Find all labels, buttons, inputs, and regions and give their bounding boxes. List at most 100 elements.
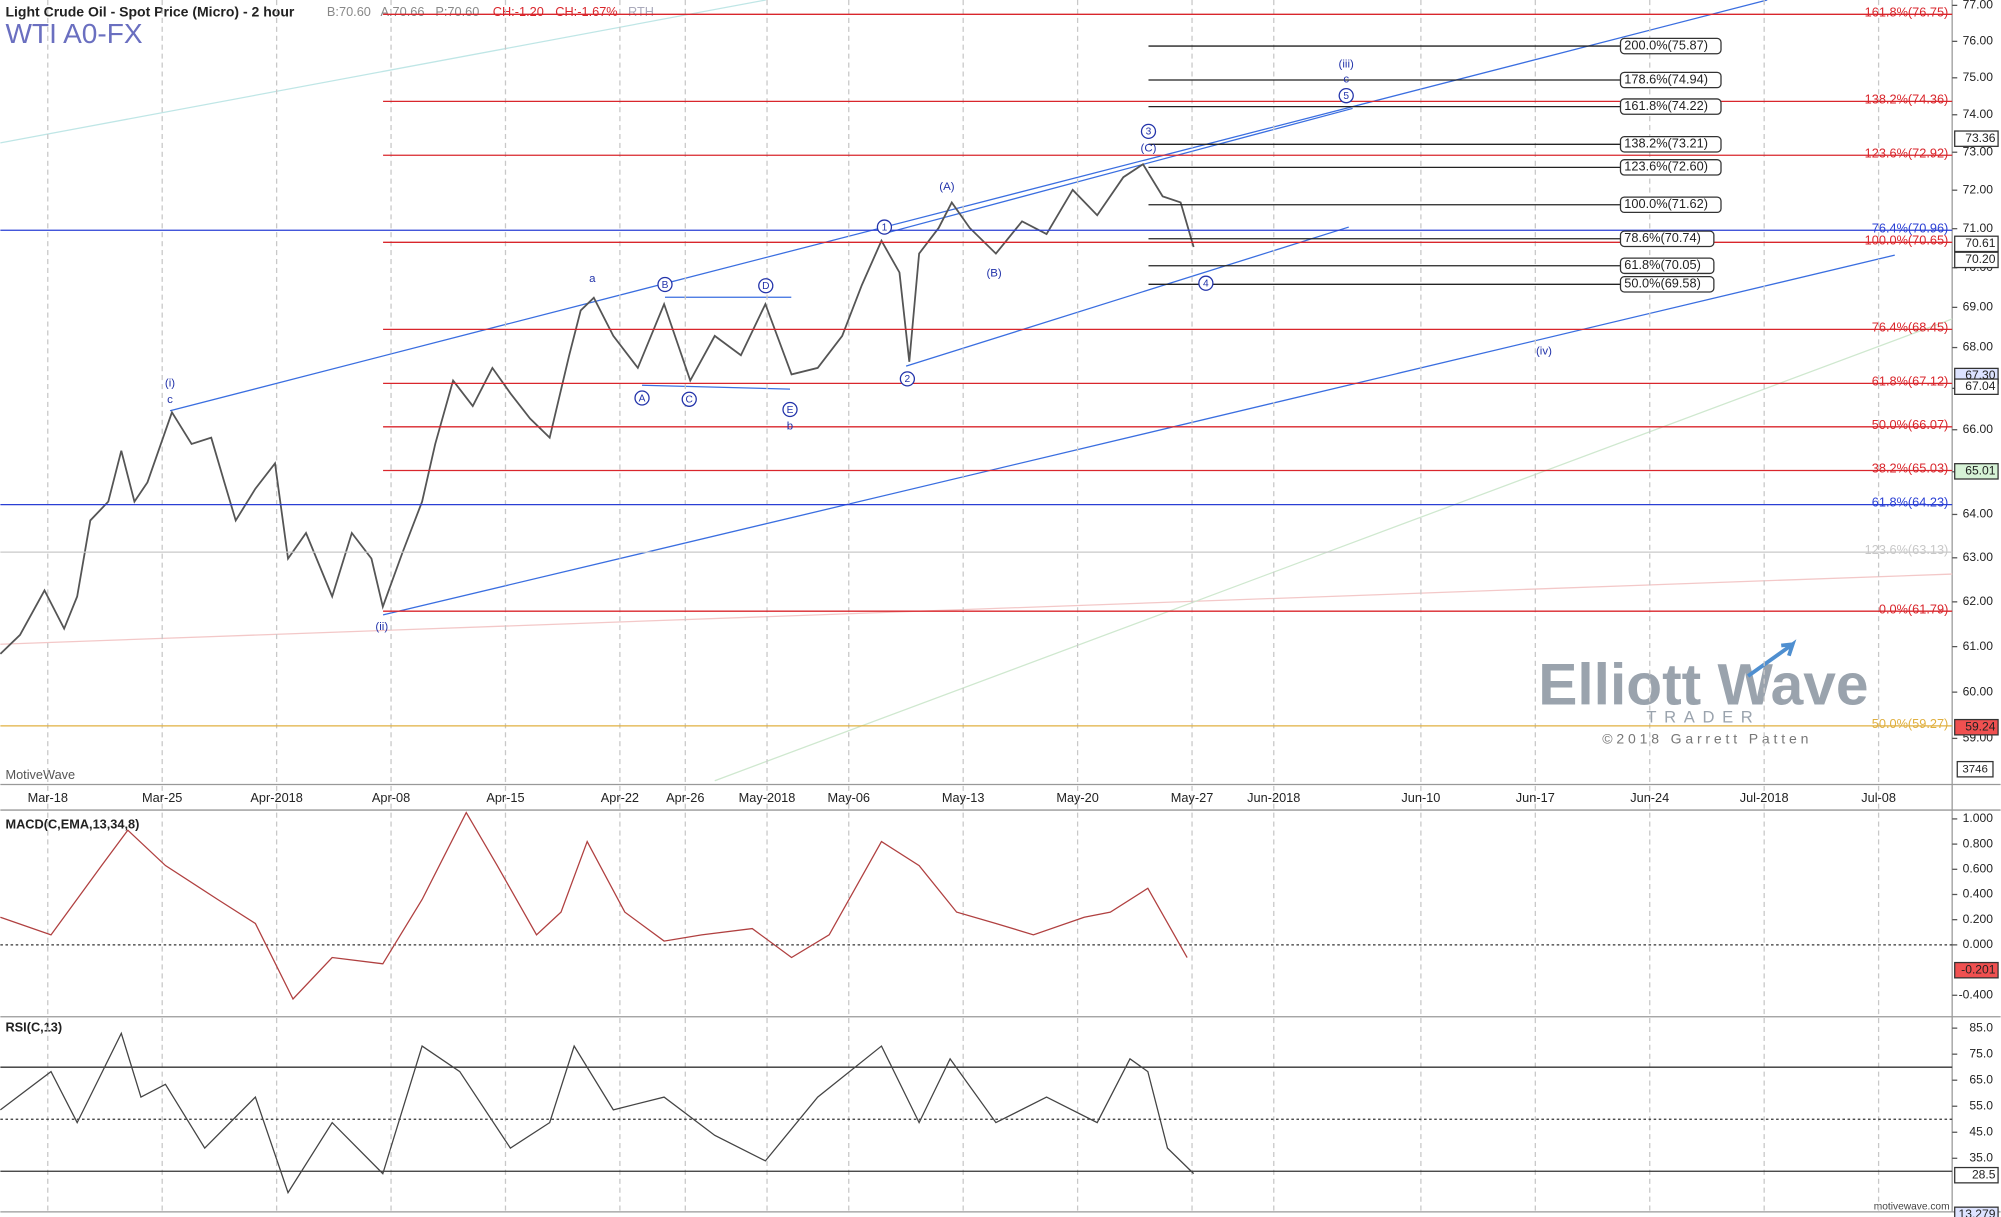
y-tick-label: 35.0 <box>1969 1150 1993 1164</box>
wave-label: c <box>1343 74 1349 86</box>
wave-circle <box>899 371 916 387</box>
fib-label: 0.0%(61.79) <box>1879 601 1948 616</box>
symbol: WTI A0-FX <box>5 18 142 49</box>
wave-label: (iv) <box>1536 345 1552 357</box>
logo-sub: TRADER <box>1646 708 1760 727</box>
wave-label: (i) <box>165 377 175 389</box>
wave-circle <box>758 278 774 294</box>
price-tag-label: 65.01 <box>1965 464 1996 478</box>
series-line <box>0 1031 1195 1195</box>
x-tick-label: Apr-2018 <box>250 790 302 805</box>
y-tick-label: 60.00 <box>1963 684 1994 698</box>
fib-label: 50.0%(66.07) <box>1872 417 1949 432</box>
y-tick-label: 73.00 <box>1963 144 1994 158</box>
x-tick-label: Jun-2018 <box>1247 790 1300 805</box>
y-tick-label: 55.0 <box>1969 1098 1993 1112</box>
wave-label: 4 <box>1203 279 1209 290</box>
logo: Elliott Wave <box>1538 652 1868 717</box>
trend-lines <box>0 0 1953 782</box>
fib-label: 61.8%(64.23) <box>1872 495 1949 510</box>
y-tick-label: 0.800 <box>1963 836 1994 850</box>
wave-label: E <box>787 405 794 416</box>
price-tag <box>1954 130 1999 147</box>
fib-label: 61.8%(67.12) <box>1872 374 1949 389</box>
price-tag <box>1954 235 1999 253</box>
fib-label-box <box>1619 230 1715 248</box>
fib-label-box <box>1619 136 1722 153</box>
wave-label: A <box>639 393 646 404</box>
x-tick-label: Jun-17 <box>1516 790 1555 805</box>
price-tag <box>1954 251 1999 269</box>
fib-label: 100.0%(70.65) <box>1865 232 1949 247</box>
y-tick-label: 62.00 <box>1963 594 1994 608</box>
site: motivewave.com <box>1874 1201 1950 1212</box>
wave-label: 1 <box>882 222 888 233</box>
y-tick-label: 75.00 <box>1963 70 1994 84</box>
y-tick-label: 63.00 <box>1963 550 1994 564</box>
quote-bid: B:70.60 <box>327 4 371 19</box>
y-tick-label: 72.00 <box>1963 182 1994 196</box>
fib-label-box <box>1619 98 1722 115</box>
wave-label: (A) <box>939 181 954 193</box>
x-tick-label: Apr-15 <box>486 790 524 805</box>
wave-label: 2 <box>905 374 911 385</box>
fib-label: 50.0%(59.27) <box>1872 716 1949 731</box>
fib-label: 78.6%(70.74) <box>1624 230 1701 245</box>
wave-circle <box>782 401 798 418</box>
rsi-title: RSI(C,13) <box>5 1020 62 1035</box>
fib-label: 123.6%(72.60) <box>1624 159 1708 174</box>
volume-tag: 3746 <box>1962 763 1988 775</box>
wave-label: a <box>589 273 596 285</box>
wave-label: (iii) <box>1339 58 1354 70</box>
wave-circle <box>1338 88 1354 104</box>
wave-label: 3 <box>1146 127 1152 138</box>
fib-label: 50.0%(69.58) <box>1624 276 1701 291</box>
wave-label: C <box>686 395 693 406</box>
fib-label-box <box>1619 71 1722 89</box>
x-tick-label: Apr-26 <box>666 790 704 805</box>
chart-title: Light Crude Oil - Spot Price (Micro) - 2… <box>5 3 294 19</box>
fib-label: 138.2%(73.21) <box>1624 136 1708 151</box>
value-tag-label: 13.279 <box>1958 1207 1995 1217</box>
wave-circle <box>657 276 673 293</box>
quote-last: P:70.60 <box>435 4 479 19</box>
fib-label: 76.4%(70.96) <box>1872 220 1949 235</box>
x-tick-label: May-20 <box>1056 790 1099 805</box>
y-tick-label: 68.00 <box>1963 340 1994 354</box>
fib-label-box <box>1619 276 1715 293</box>
wave-circle <box>1140 123 1157 140</box>
y-tick-label: 74.00 <box>1963 107 1994 121</box>
price-tag-label: 70.20 <box>1965 252 1996 266</box>
y-tick-label: 45.0 <box>1969 1124 1993 1138</box>
y-tick-label: 69.00 <box>1963 300 1994 314</box>
wave-circle <box>876 219 893 235</box>
fib-label: 38.2%(65.03) <box>1872 461 1949 476</box>
wave-circle <box>1198 275 1214 291</box>
copyright: ©2018 Garrett Patten <box>1602 731 1812 747</box>
fib-label: 178.6%(74.94) <box>1624 71 1708 86</box>
y-tick-label: 0.600 <box>1963 862 1994 876</box>
y-tick-label: 0.200 <box>1963 912 1994 926</box>
volume-tag-box <box>1956 760 1994 778</box>
value-tag-label: 28.5 <box>1972 1167 1996 1181</box>
y-tick-label: 66.00 <box>1963 422 1994 436</box>
x-tick-label: Mar-25 <box>142 790 182 805</box>
x-tick-label: Apr-22 <box>601 790 639 805</box>
wave-label: D <box>762 281 769 292</box>
fib-label: 76.4%(68.45) <box>1872 319 1949 334</box>
y-tick-label: 0.400 <box>1963 887 1994 901</box>
x-tick-label: May-06 <box>828 790 871 805</box>
value-tag-label: -0.201 <box>1961 962 1996 976</box>
y-tick-label: 76.00 <box>1963 34 1994 48</box>
y-tick-label: 85.0 <box>1969 1020 1993 1034</box>
fib-label: 61.8%(70.05) <box>1624 257 1701 272</box>
session: RTH <box>628 4 654 19</box>
price-tag-label: 67.04 <box>1965 379 1996 393</box>
fib-label-box <box>1619 257 1715 275</box>
wave-circle <box>681 391 697 407</box>
fib-label-box <box>1619 37 1722 55</box>
price-tag <box>1954 463 1999 480</box>
fib-label-box <box>1619 159 1722 176</box>
fib-label: 138.2%(74.36) <box>1865 92 1949 107</box>
y-tick-label: 77.00 <box>1963 0 1994 12</box>
